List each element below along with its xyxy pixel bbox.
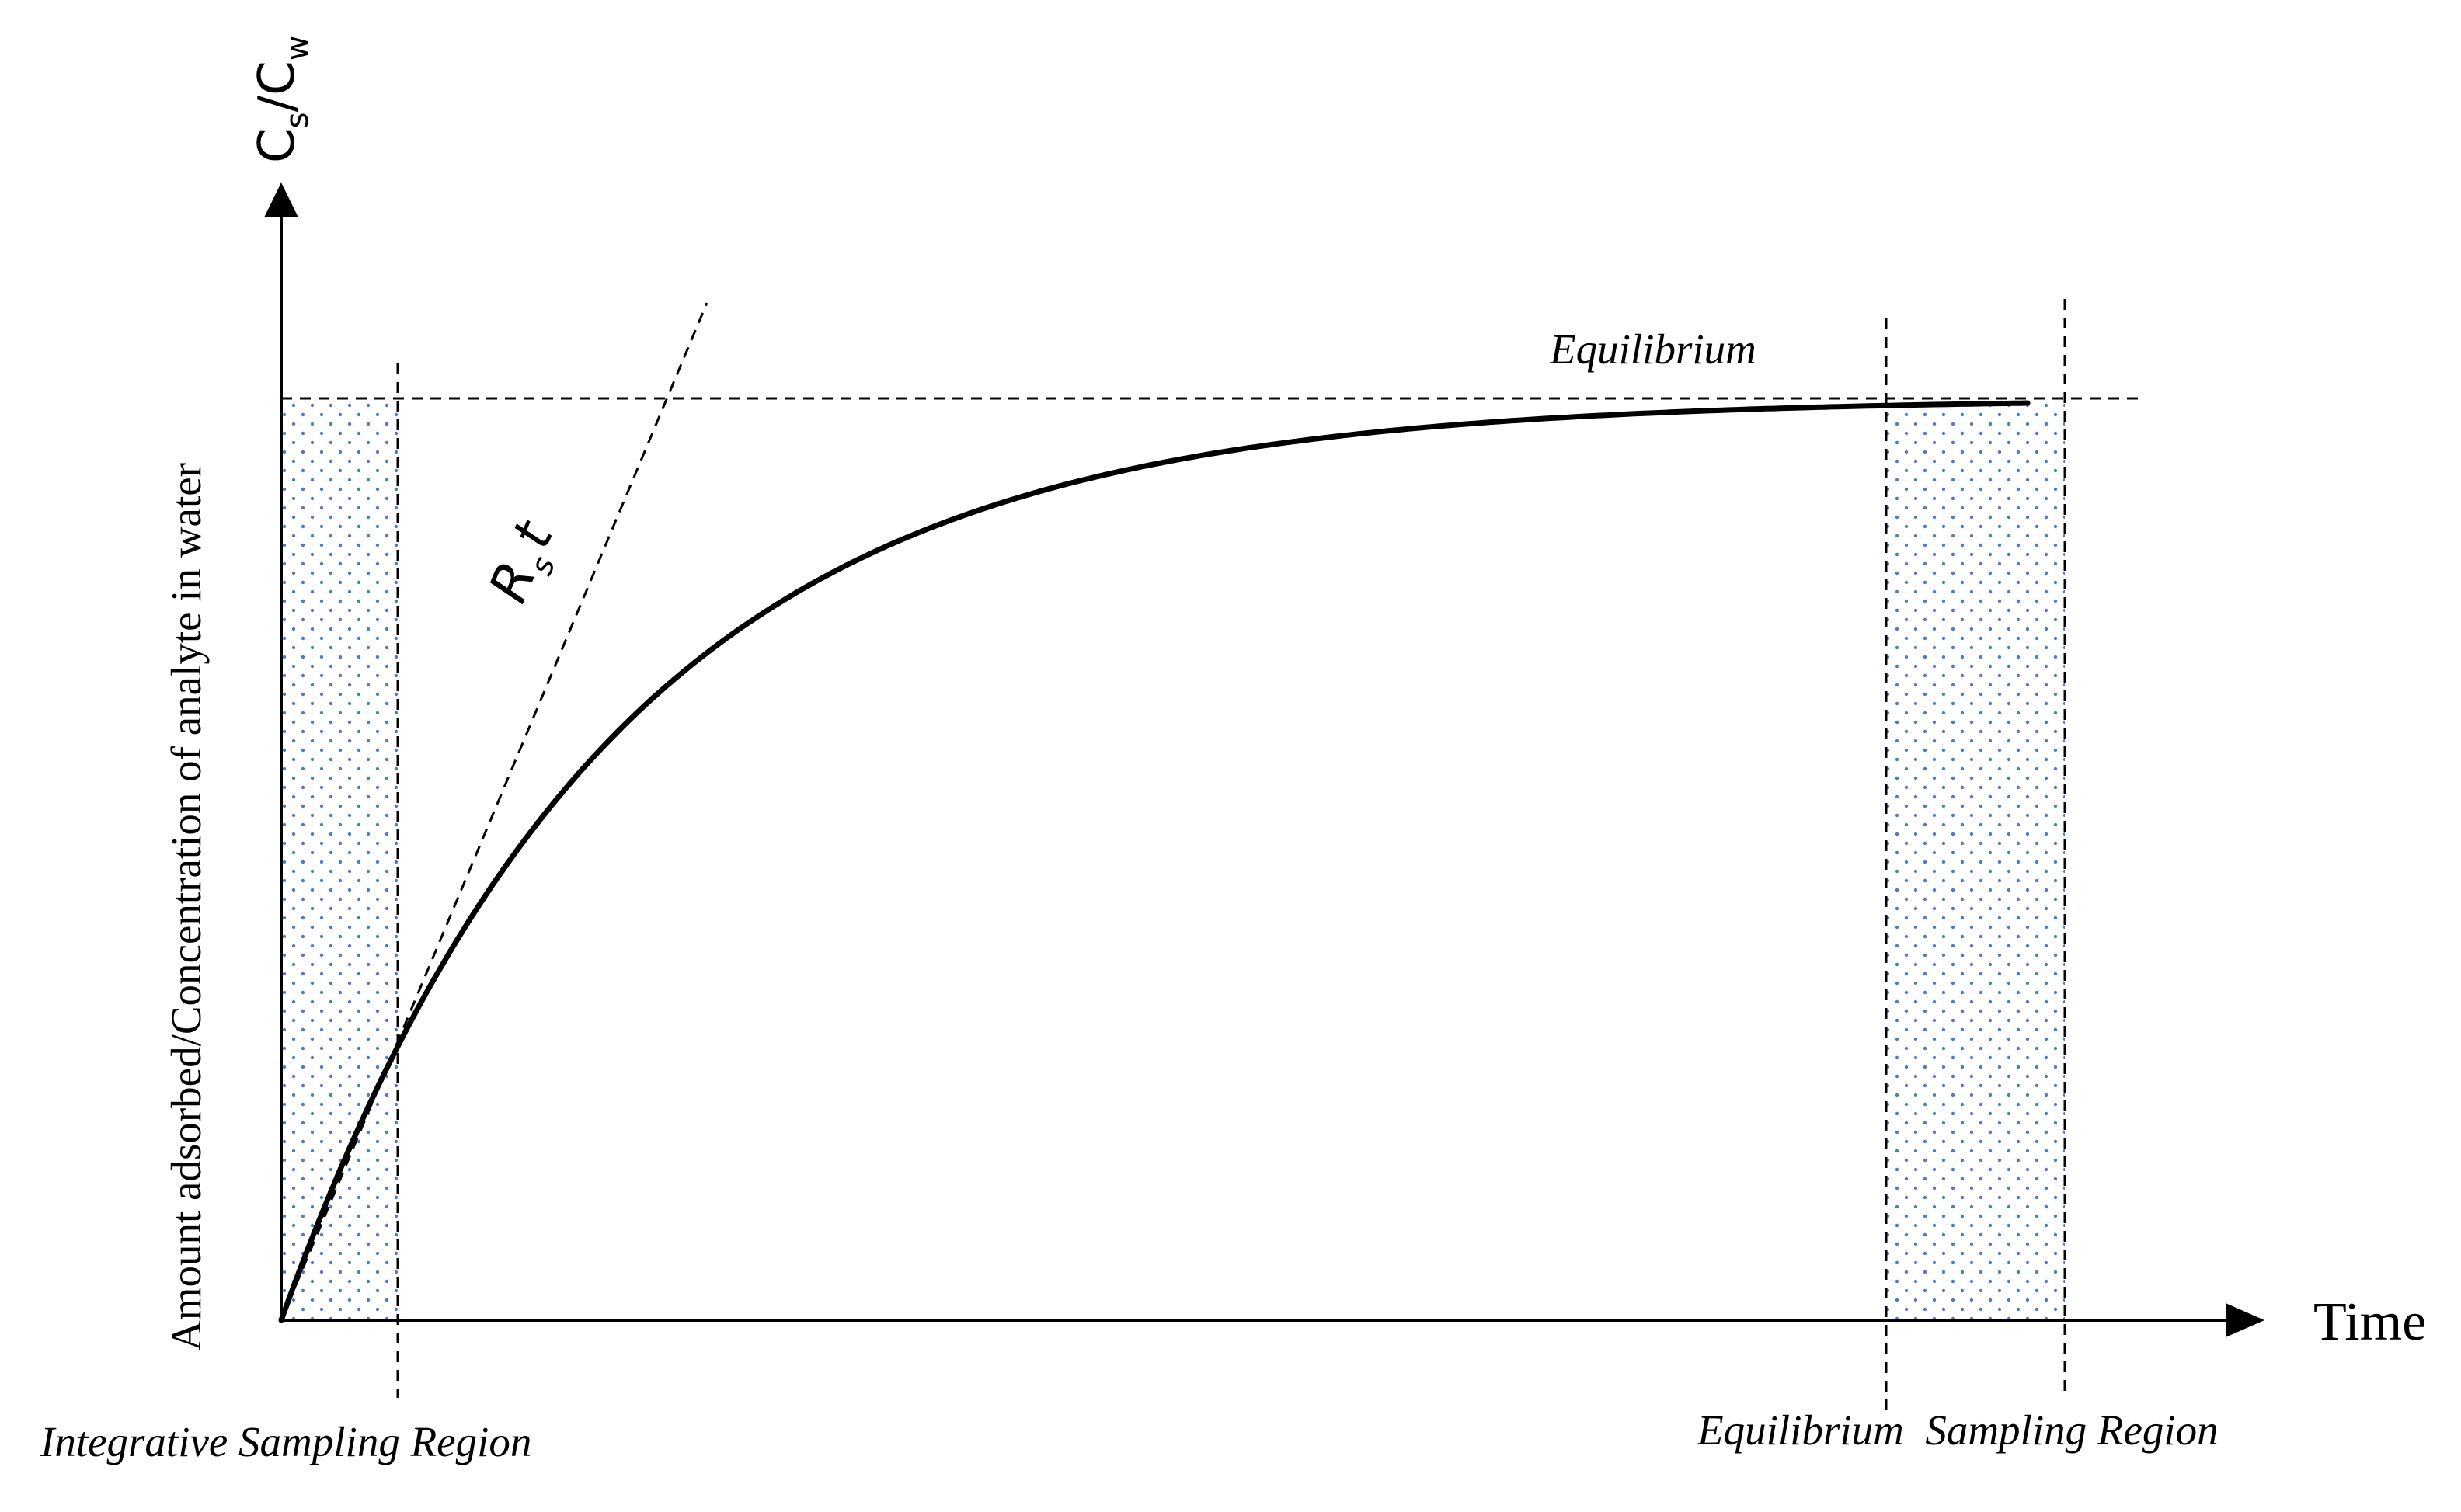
x-axis-label: Time <box>2313 1292 2426 1352</box>
equilibrium-region-shading <box>1886 398 2065 1320</box>
ratio-c: C <box>249 128 306 163</box>
rate-label: Rst <box>478 512 574 614</box>
y-axis-label: Amount adsorbed/Concentration of analyte… <box>162 463 210 1351</box>
integrative-region-label: Integrative Sampling Region <box>40 1418 531 1465</box>
rate-t: t <box>501 512 566 557</box>
uptake-curve <box>278 400 2031 1323</box>
y-axis-ratio-label: Cs/Cw <box>249 36 315 164</box>
rate-tangent-line <box>280 302 708 1321</box>
equilibrium-label: Equilibrium <box>1549 325 1756 373</box>
equilibrium-region-label: Equilibrium Sampling Region <box>1697 1406 2219 1454</box>
x-axis-arrowhead <box>2226 1303 2264 1337</box>
y-axis-arrowhead <box>264 182 298 217</box>
ratio-sub-s: s <box>280 112 315 128</box>
ratio-slash-c: /C <box>249 61 306 112</box>
ratio-sub-w: w <box>280 36 315 61</box>
